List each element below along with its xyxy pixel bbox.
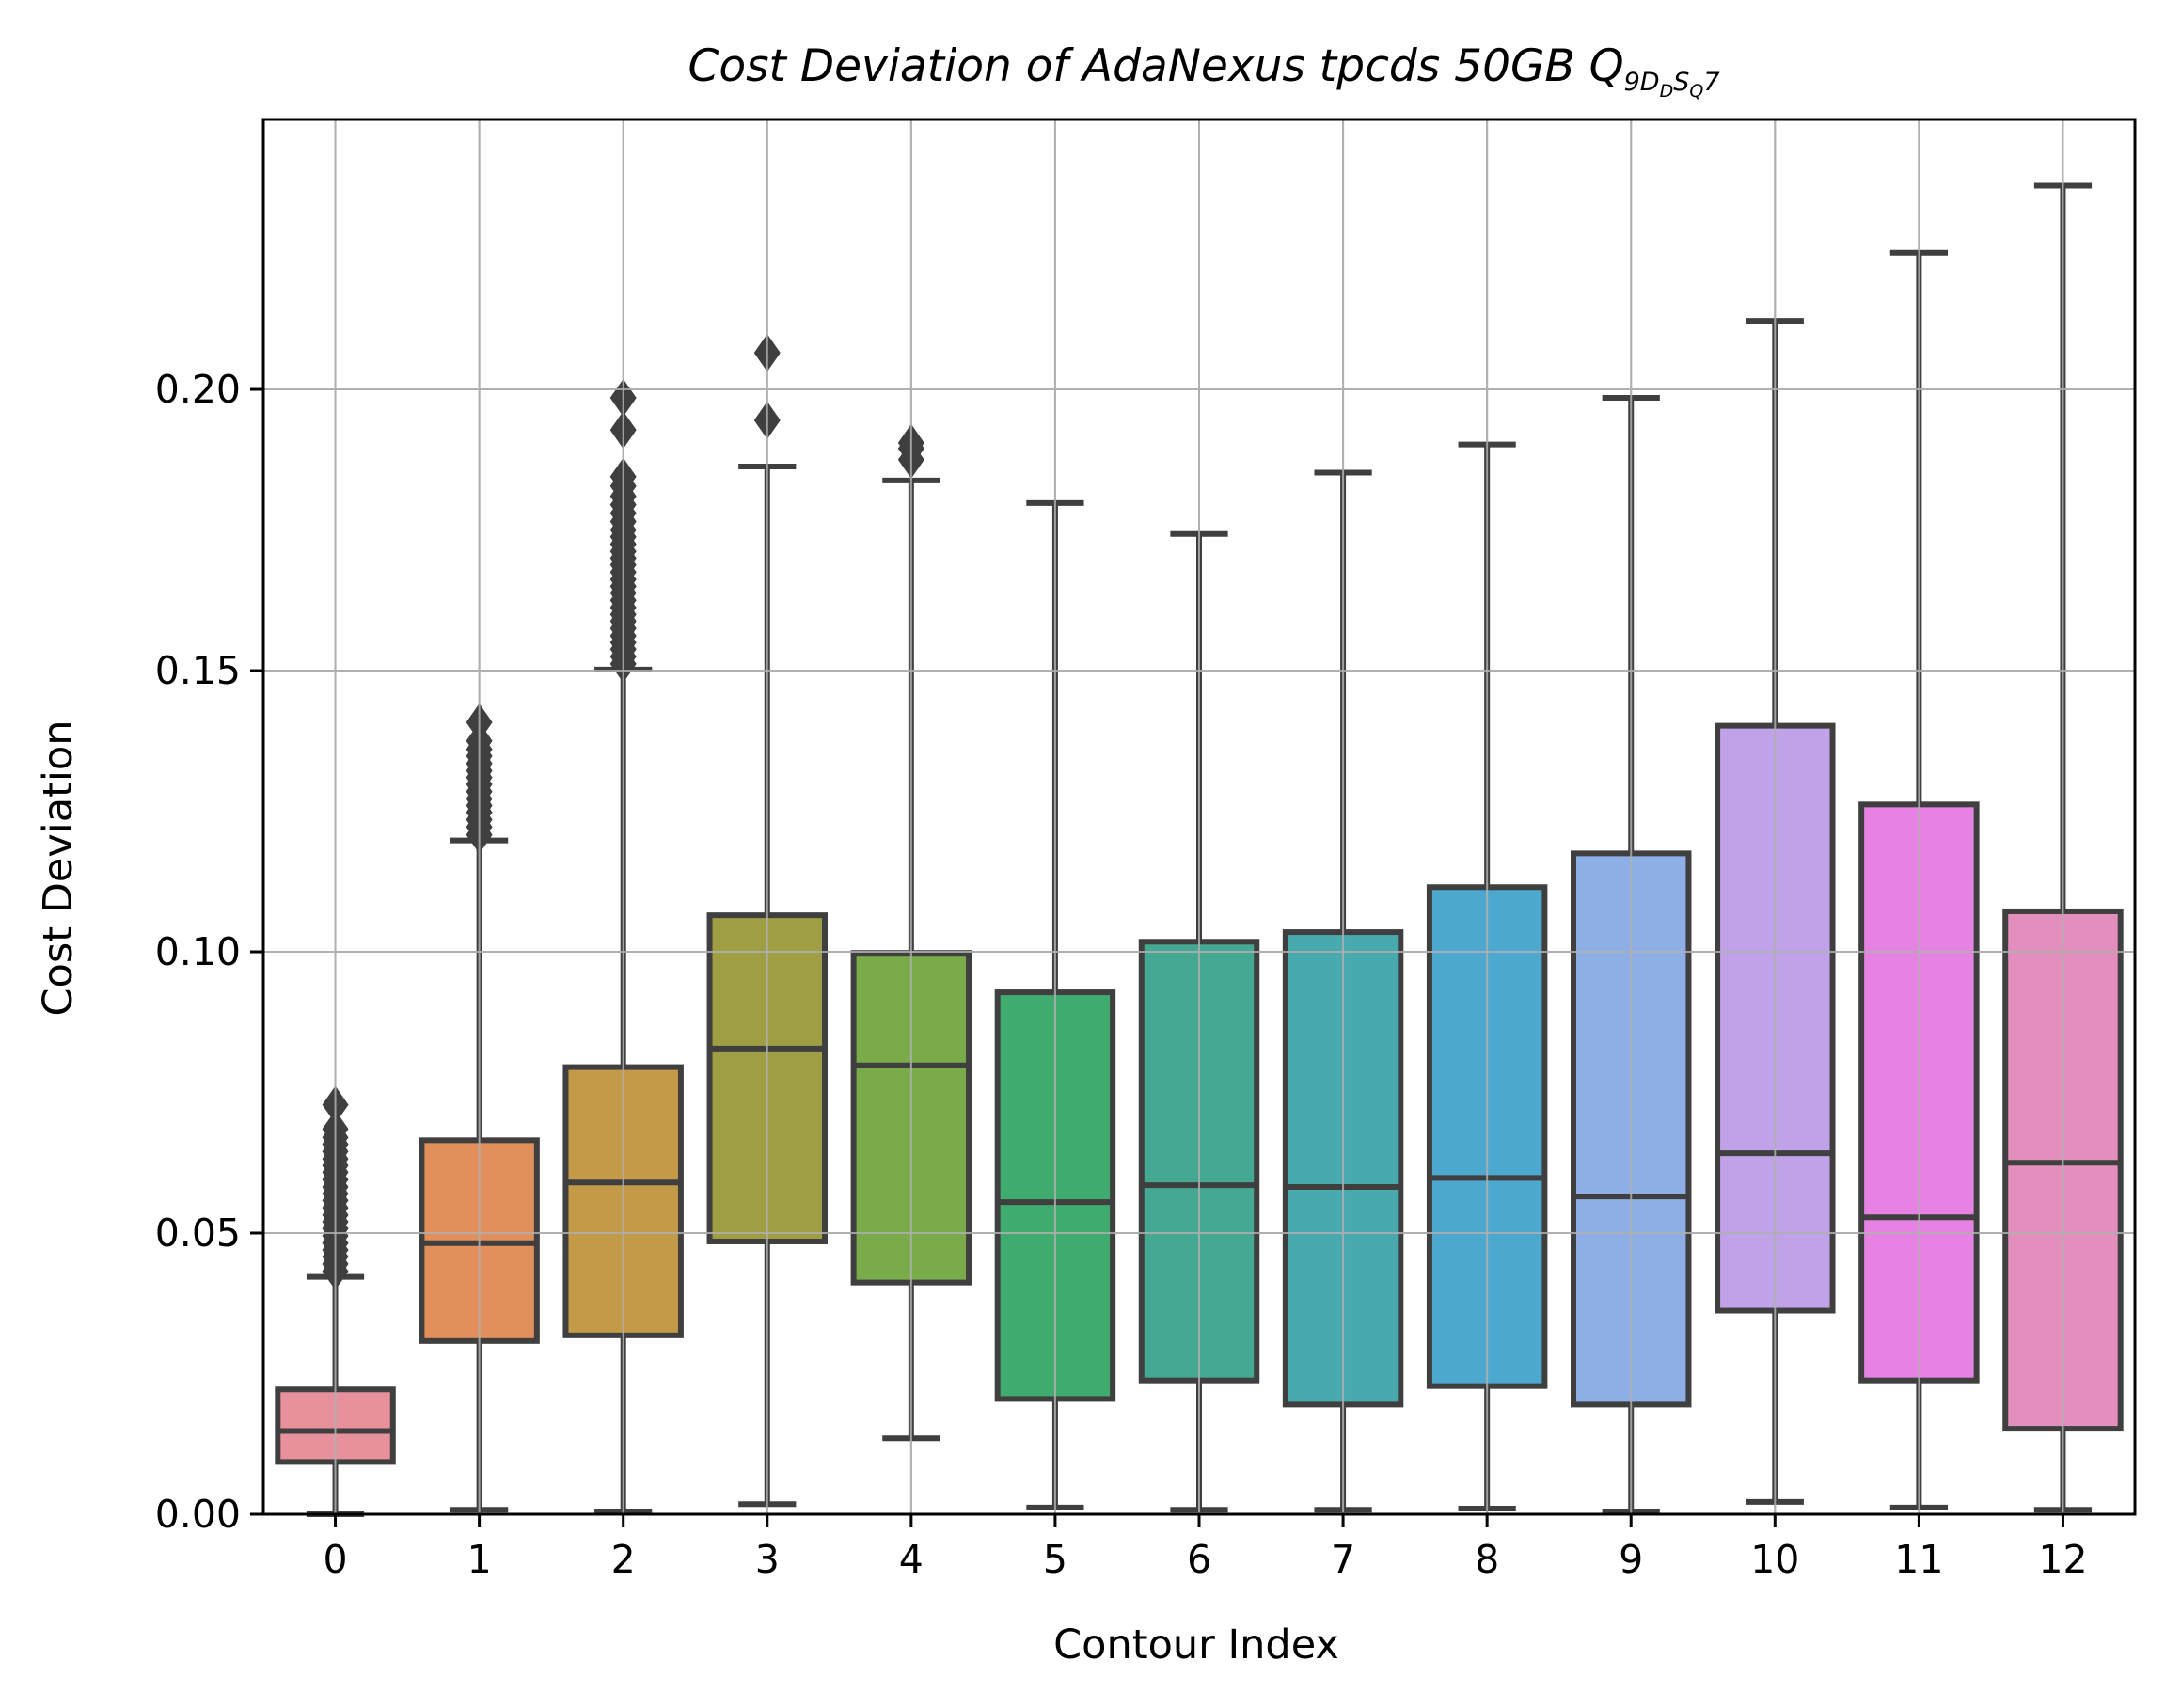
x-tick-label: 3	[755, 1537, 780, 1582]
y-tick-label: 0.05	[155, 1210, 241, 1256]
chart-title: Cost Deviation of AdaNexus tpcds 50GB Q9…	[688, 40, 1720, 102]
chart-title-subsub-q: Q	[1689, 81, 1703, 102]
x-tick-label: 5	[1043, 1537, 1067, 1582]
tick-layer: 0.000.050.100.150.200 1 2 3 4 5 6 7 8 9 10 11 12	[155, 367, 2088, 1582]
x-axis-title: Contour Index	[1053, 1621, 1339, 1668]
chart-title-main: Cost Deviation of AdaNexus tpcds 50GB Q	[688, 40, 1624, 92]
x-tick-label: 6	[1187, 1537, 1211, 1582]
x-tick-label: 1	[467, 1537, 492, 1582]
x-tick-label: 2	[611, 1537, 636, 1582]
chart-title-subscript: 9	[1624, 68, 1640, 97]
box-layer	[263, 119, 2135, 1517]
x-tick-label: 7	[1331, 1537, 1355, 1582]
y-tick-label: 0.20	[155, 367, 241, 412]
x-tick-label: 9	[1619, 1537, 1643, 1582]
x-tick-label: 11	[1894, 1537, 1943, 1582]
chart-title-sub-s: S	[1673, 68, 1689, 97]
x-tick-label: 10	[1750, 1537, 1799, 1582]
y-tick-label: 0.00	[155, 1492, 241, 1537]
y-tick-label: 0.15	[155, 648, 241, 693]
chart-title-sub-d: D	[1640, 68, 1660, 97]
chart-title-subsub-d: D	[1660, 81, 1674, 102]
x-tick-label: 0	[323, 1537, 347, 1582]
chart-title-sub-tail: 7	[1703, 68, 1719, 97]
y-tick-label: 0.10	[155, 929, 241, 974]
x-tick-label: 12	[2038, 1537, 2087, 1582]
x-tick-label: 8	[1475, 1537, 1499, 1582]
x-tick-label: 4	[899, 1537, 924, 1582]
y-axis-title: Cost Deviation	[35, 720, 82, 1017]
